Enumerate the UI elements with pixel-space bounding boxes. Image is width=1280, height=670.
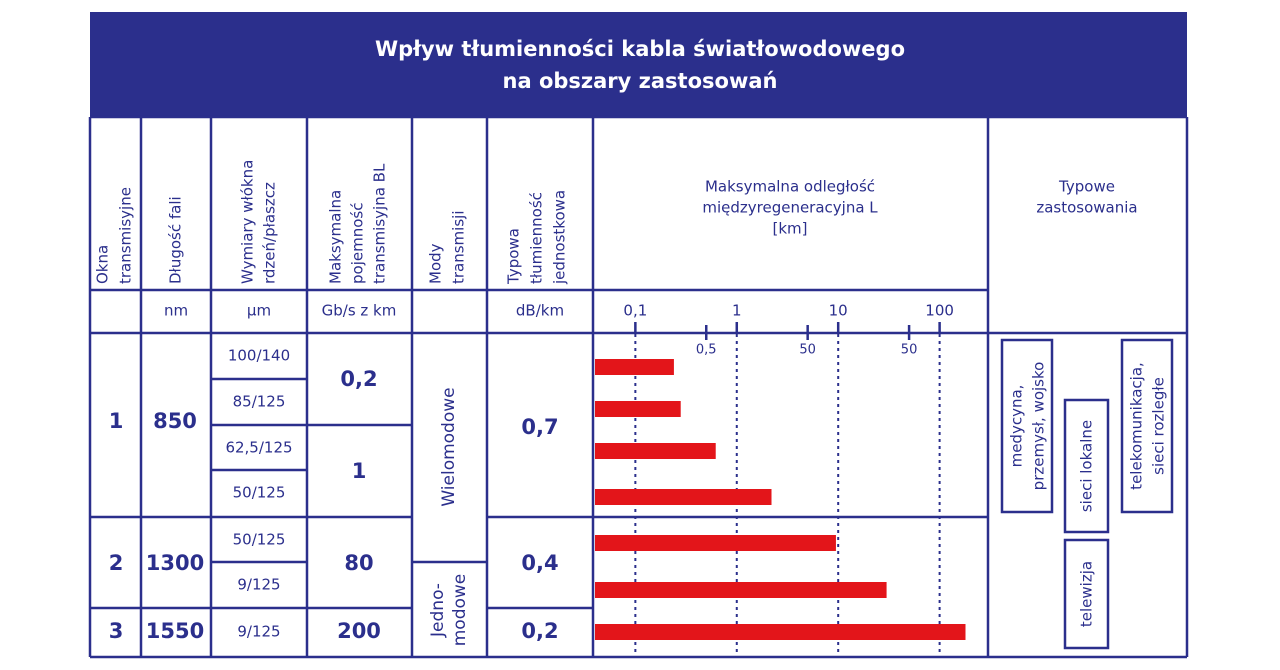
application-box (1063, 398, 1110, 534)
header-band (90, 12, 1187, 117)
column-header: transmisyjna BL (371, 163, 389, 284)
capacity: 1 (352, 459, 367, 483)
window: 3 (109, 619, 124, 643)
column-header: Wymiary włókna (239, 160, 257, 284)
column-header: międzyregeneracyjna L (702, 199, 878, 217)
attenuation: 0,2 (521, 619, 558, 643)
column-header: [km] (772, 220, 807, 238)
column-header: Mody (427, 243, 445, 284)
application: sieci lokalne (1078, 420, 1096, 512)
unit: dB/km (516, 302, 564, 320)
bar (595, 401, 681, 417)
unit: µm (247, 302, 271, 320)
bar (595, 443, 716, 459)
attenuation: 0,4 (521, 551, 558, 575)
bar (595, 624, 966, 640)
capacity: 200 (337, 619, 381, 643)
capacity: 80 (344, 551, 373, 575)
application-box (1000, 338, 1054, 514)
title-line: na obszary zastosowań (503, 69, 778, 93)
application: telekomunikacja, (1128, 362, 1146, 490)
x-tick-label: 1 (732, 302, 742, 320)
x-minor-tick-label: 50 (799, 343, 816, 358)
bar (595, 535, 836, 551)
column-header: transmisji (450, 211, 468, 285)
bar (595, 582, 887, 598)
column-header: Maksymalna odległość (705, 178, 875, 196)
fiber-size: 100/140 (228, 347, 290, 365)
application: medycyna, (1008, 385, 1026, 468)
fiber-size: 85/125 (233, 393, 286, 411)
column-header: zastosowania (1036, 199, 1137, 217)
column-header: Okna (94, 245, 112, 284)
application-box (1063, 538, 1110, 650)
mode: Jedno- (428, 583, 448, 638)
fiber-size: 9/125 (237, 576, 280, 594)
unit: nm (164, 302, 188, 320)
column-header: Typowa (505, 228, 523, 285)
column-header: Typowe (1058, 178, 1115, 196)
column-header: Długość fali (167, 196, 185, 284)
column-header: jednostkowa (551, 190, 569, 285)
mode: Wielomodowe (439, 387, 459, 506)
application: telewizja (1078, 561, 1096, 627)
x-tick-label: 0,1 (623, 302, 647, 320)
window: 2 (109, 551, 124, 575)
column-header: transmisyjne (117, 187, 135, 284)
capacity: 0,2 (340, 367, 377, 391)
window: 1 (109, 409, 124, 433)
application-box (1120, 338, 1174, 514)
fiber-size: 9/125 (237, 623, 280, 641)
fiber-size: 62,5/125 (225, 439, 292, 457)
fiber-size: 50/125 (233, 484, 286, 502)
x-minor-tick-label: 50 (901, 343, 918, 358)
column-header: rdzeń/płaszcz (261, 182, 279, 284)
x-tick-label: 10 (829, 302, 848, 320)
application: przemysł, wojsko (1030, 362, 1048, 491)
title-line: Wpływ tłumienności kabla światłowodowego (375, 37, 905, 61)
unit: Gb/s z km (322, 302, 397, 320)
column-header: pojemność (349, 203, 367, 284)
attenuation: 0,7 (521, 415, 558, 439)
application: sieci rozległe (1150, 377, 1168, 475)
fiber-size: 50/125 (233, 531, 286, 549)
wavelength: 1300 (146, 551, 204, 575)
bar (595, 489, 772, 505)
x-minor-tick-label: 0,5 (696, 343, 717, 358)
mode: modowe (450, 574, 470, 647)
column-header: Maksymalna (327, 190, 345, 284)
column-header: tłumienność (528, 192, 546, 284)
bar (595, 359, 674, 375)
wavelength: 1550 (146, 619, 204, 643)
x-tick-label: 100 (925, 302, 954, 320)
wavelength: 850 (153, 409, 197, 433)
